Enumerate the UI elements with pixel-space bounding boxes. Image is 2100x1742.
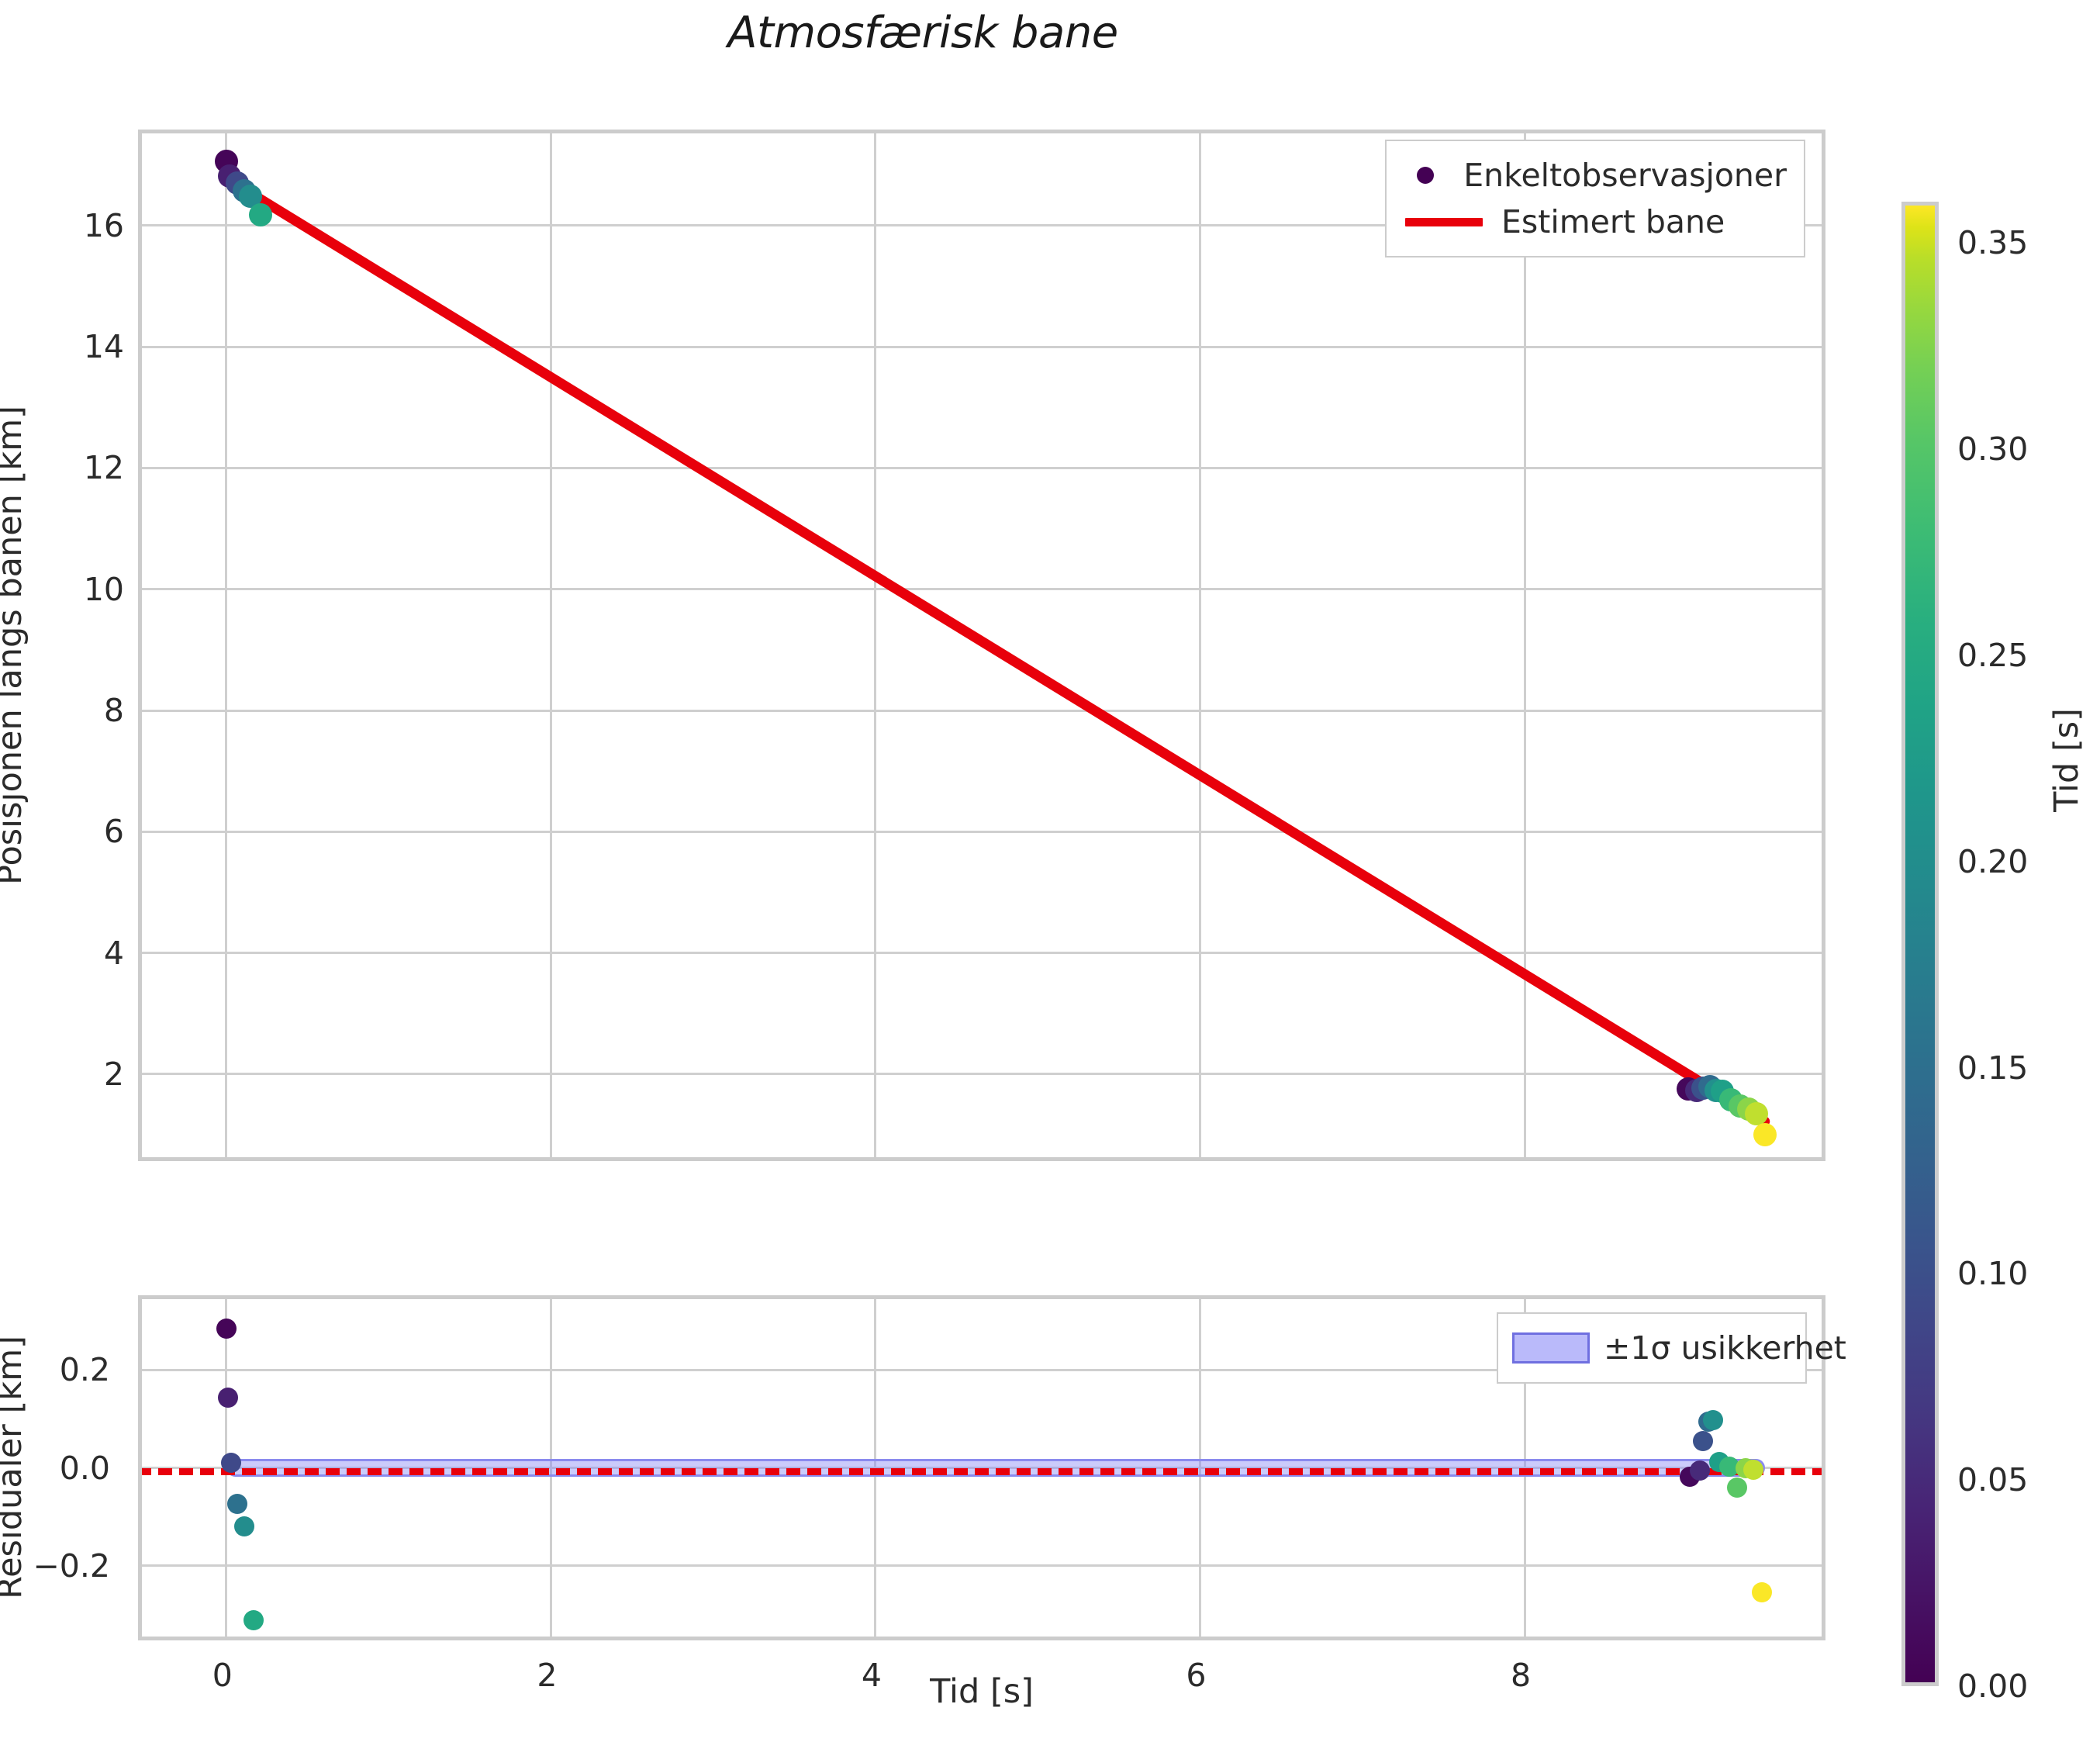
legend-label-observations: Enkeltobservasjoner xyxy=(1463,157,1787,194)
colorbar-tick-label: 0.30 xyxy=(1957,430,2029,468)
colorbar-tick-label: 0.35 xyxy=(1957,224,2029,262)
colorbar-tick-label: 0.20 xyxy=(1957,842,2029,880)
x-tick-label: 0 xyxy=(212,1657,233,1694)
legend-item-sigma-band[interactable]: ±1σ usikkerhet xyxy=(1512,1325,1846,1371)
scatter-dot-icon xyxy=(1401,167,1449,184)
trajectory-y-axis-title: Posisjonen langs banen [km] xyxy=(0,406,29,885)
zero-reference-line xyxy=(142,1467,1822,1475)
y-tick-label: 14 xyxy=(83,328,124,366)
trajectory-plot-area xyxy=(142,133,1822,1157)
y-tick-label: 0.0 xyxy=(59,1449,110,1487)
gridline-vertical xyxy=(1523,133,1526,1157)
y-tick-label: 2 xyxy=(103,1055,124,1093)
gridline-horizontal xyxy=(142,1368,1822,1371)
x-ticklabels: 0 2 4 6 8 xyxy=(138,1657,1825,1703)
x-tick-label: 8 xyxy=(1510,1657,1532,1694)
y-tick-label: 6 xyxy=(103,813,124,851)
scatter-point xyxy=(1745,1101,1769,1125)
x-axis-title: Tid [s] xyxy=(930,1672,1034,1711)
solid-line-icon xyxy=(1401,217,1487,226)
page-title: Atmosfærisk bane xyxy=(727,8,1118,58)
trajectory-legend: Enkeltobservasjoner Estimert bane xyxy=(1385,140,1805,257)
colorbar-gradient xyxy=(1901,202,1939,1686)
residual-y-ticklabels: 0.2 0.0 −0.2 xyxy=(17,1295,110,1640)
residual-point xyxy=(244,1610,264,1631)
residual-plot-area xyxy=(142,1299,1822,1637)
residual-point xyxy=(1743,1460,1764,1481)
residual-point xyxy=(227,1493,248,1514)
legend-item-observations[interactable]: Enkeltobservasjoner xyxy=(1401,152,1787,199)
y-tick-label: 10 xyxy=(83,570,124,608)
residual-point xyxy=(1702,1409,1723,1430)
gridline-vertical xyxy=(225,133,228,1157)
scatter-point xyxy=(1753,1123,1777,1147)
trajectory-y-ticklabels: 16 14 12 10 8 6 4 2 xyxy=(31,130,124,1161)
gridline-horizontal xyxy=(142,345,1822,348)
gridline-horizontal xyxy=(142,709,1822,712)
residual-point xyxy=(233,1516,254,1537)
gridline-horizontal xyxy=(142,224,1822,227)
colorbar-tick-label: 0.25 xyxy=(1957,636,2029,674)
colorbar-tick-label: 0.00 xyxy=(1957,1668,2029,1705)
gridline-horizontal xyxy=(142,588,1822,591)
x-tick-label: 4 xyxy=(861,1657,882,1694)
y-tick-label: 4 xyxy=(103,934,124,972)
y-tick-label: 0.2 xyxy=(59,1351,110,1389)
gridline-horizontal xyxy=(142,952,1822,955)
x-tick-label: 6 xyxy=(1186,1657,1207,1694)
residual-point xyxy=(1693,1430,1714,1451)
gridline-horizontal xyxy=(142,830,1822,833)
residual-point xyxy=(1690,1460,1711,1481)
colorbar-tick-label: 0.05 xyxy=(1957,1461,2029,1499)
gridline-horizontal xyxy=(142,466,1822,469)
scatter-point xyxy=(248,202,272,226)
colorbar-tick-label: 0.15 xyxy=(1957,1049,2029,1087)
band-patch-icon xyxy=(1512,1332,1590,1364)
legend-item-fitline[interactable]: Estimert bane xyxy=(1401,199,1787,245)
residual-legend: ±1σ usikkerhet xyxy=(1497,1312,1846,1384)
residual-point xyxy=(216,1318,237,1339)
legend-label-sigma-band: ±1σ usikkerhet xyxy=(1604,1329,1846,1367)
residual-point xyxy=(1751,1582,1772,1603)
estimated-trajectory-line xyxy=(221,173,1770,1127)
colorbar[interactable]: 0.35 0.30 0.25 0.20 0.15 0.10 0.05 0.00 xyxy=(1901,202,2028,1705)
residual-y-axis-title: Residualer [km] xyxy=(0,1336,29,1599)
y-tick-label: 12 xyxy=(83,449,124,487)
gridline-vertical xyxy=(549,133,552,1157)
gridline-vertical xyxy=(1198,133,1201,1157)
gridline-horizontal xyxy=(142,1073,1822,1076)
colorbar-title: Tid [s] xyxy=(2047,708,2086,812)
colorbar-tick-label: 0.10 xyxy=(1957,1255,2029,1293)
legend-label-fitline: Estimert bane xyxy=(1501,203,1725,240)
y-tick-label: 8 xyxy=(103,692,124,729)
x-tick-label: 2 xyxy=(537,1657,558,1694)
y-tick-label: 16 xyxy=(83,206,124,244)
gridline-vertical xyxy=(874,133,877,1157)
residual-point xyxy=(1727,1477,1748,1498)
residual-point xyxy=(221,1453,242,1474)
residual-point xyxy=(217,1388,238,1408)
gridline-horizontal xyxy=(142,1564,1822,1567)
y-tick-label: −0.2 xyxy=(33,1547,110,1585)
trajectory-plot xyxy=(138,130,1825,1161)
